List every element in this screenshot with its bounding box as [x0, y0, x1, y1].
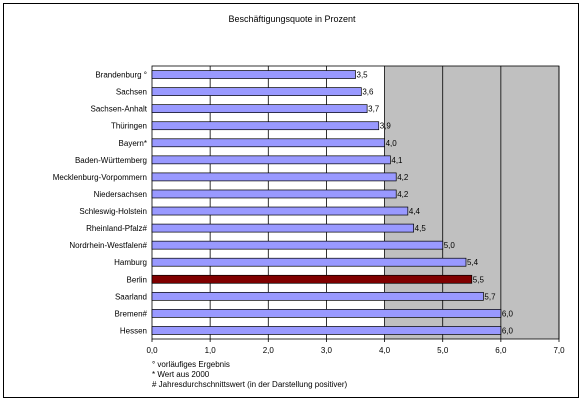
x-tick-label: 1,0	[205, 346, 217, 355]
category-label: Hessen	[120, 326, 147, 335]
category-label: Bremen#	[115, 309, 148, 318]
category-label: Saarland	[115, 292, 147, 301]
data-label: 3,5	[357, 71, 369, 80]
category-label: Hamburg	[114, 258, 147, 267]
data-label: 4,1	[391, 156, 403, 165]
data-label: 3,9	[380, 122, 392, 131]
category-label: Baden-Württemberg	[75, 156, 147, 165]
footnote-preliminary: ° vorläufiges Ergebnis	[152, 360, 230, 369]
footnotes: ° vorläufiges Ergebnis * Wert aus 2000 #…	[152, 360, 347, 390]
x-tick-label: 7,0	[553, 346, 565, 355]
bar	[151, 309, 502, 318]
x-tick-label: 5,0	[437, 346, 449, 355]
bar	[151, 291, 484, 301]
data-label: 4,4	[409, 207, 421, 216]
x-tick-label: 3,0	[321, 346, 333, 355]
data-label: 5,4	[467, 258, 479, 267]
data-label: 5,5	[473, 275, 485, 284]
category-label: Schleswig-Holstein	[79, 207, 147, 216]
bar	[151, 326, 502, 335]
bar	[151, 172, 397, 182]
bar	[151, 104, 368, 114]
bar	[151, 223, 414, 233]
data-label: 5,0	[444, 241, 456, 250]
x-tick-label: 2,0	[263, 346, 275, 355]
category-label: Berlin	[127, 275, 147, 284]
bar	[151, 257, 467, 267]
chart-title: Beschäftigungsquote in Prozent	[228, 14, 356, 24]
x-tick-label: 4,0	[379, 346, 391, 355]
bar	[151, 240, 444, 250]
bar	[151, 206, 409, 216]
category-label: Sachsen	[116, 88, 147, 97]
x-tick-label: 0,0	[146, 346, 158, 355]
data-label: 4,0	[386, 139, 398, 148]
data-label: 4,2	[397, 173, 409, 182]
footnote-annual-average: # Jahresdurchschnittswert (in der Darste…	[152, 380, 348, 389]
category-label: Brandenburg °	[95, 71, 147, 80]
category-label: Niedersachsen	[94, 190, 147, 199]
bar	[151, 70, 356, 79]
bar	[151, 138, 385, 148]
plot-area: Brandenburg ° 3,5 Sachsen 3,6 Sachsen-Anhalt…	[53, 65, 565, 355]
bar	[151, 274, 473, 284]
bar	[151, 155, 391, 165]
data-label: 6,0	[502, 326, 514, 335]
data-label: 6,0	[502, 309, 514, 318]
x-tick-label: 6,0	[495, 346, 507, 355]
bar	[151, 189, 397, 199]
data-label: 3,7	[368, 105, 380, 114]
footnote-year-2000: * Wert aus 2000	[152, 370, 210, 379]
data-label: 5,7	[484, 292, 496, 301]
category-label: Mecklenburg-Vorpommern	[53, 173, 147, 182]
category-label: Thüringen	[111, 122, 147, 131]
plot-border	[151, 65, 560, 340]
category-label: Nordrhein-Westfalen#	[69, 241, 147, 250]
bar	[151, 121, 380, 131]
category-label: Sachsen-Anhalt	[91, 105, 148, 114]
category-label: Bayern*	[119, 139, 147, 148]
data-label: 4,2	[397, 190, 409, 199]
category-label: Rheinland-Pfalz#	[86, 224, 147, 233]
bar	[151, 87, 362, 96]
data-label: 3,6	[362, 88, 374, 97]
data-label: 4,5	[415, 224, 427, 233]
